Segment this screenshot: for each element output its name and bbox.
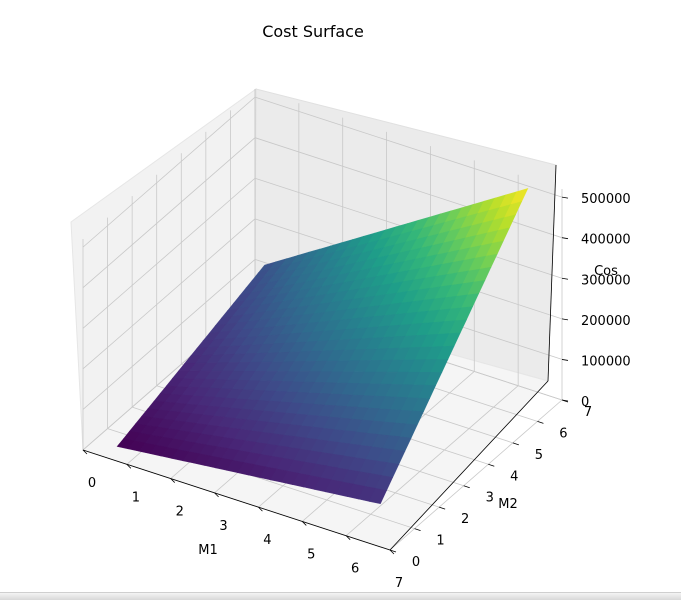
y-tick-label: 7 — [584, 405, 592, 420]
y-tick-label: 6 — [559, 426, 567, 441]
z-gridline — [82, 177, 256, 329]
x-tick-label: 0 — [88, 476, 96, 491]
x-tick-label: 7 — [395, 576, 403, 591]
z-tick — [561, 277, 569, 280]
z-tick — [561, 318, 569, 321]
y-axis-label: M2 — [498, 497, 518, 512]
z-tick — [561, 237, 569, 240]
z-axis-label: Cos — [594, 264, 618, 279]
x-tick-label: 2 — [176, 505, 184, 520]
y-axis-line — [389, 380, 549, 551]
x-tick-label: 6 — [351, 562, 359, 577]
x-axis-line — [82, 449, 391, 551]
y-tick — [488, 463, 495, 467]
z-tick-label: 300000 — [581, 273, 631, 288]
z-tick — [561, 196, 569, 199]
x-gridline — [345, 385, 519, 537]
x-tick — [389, 549, 395, 555]
y-tick-label: 5 — [535, 448, 543, 463]
z-tick-label: 100000 — [581, 354, 631, 369]
x-tick — [170, 478, 175, 483]
x-tick — [345, 535, 351, 540]
x-tick — [258, 506, 263, 512]
z-gridline — [254, 96, 563, 198]
y-tick-label: 3 — [486, 491, 494, 506]
y-tick — [439, 506, 446, 510]
x-tick — [302, 521, 307, 526]
z-tick-label: 200000 — [581, 314, 631, 329]
z-tick — [561, 359, 569, 361]
x-tick-label: 5 — [307, 547, 315, 562]
z-gridline — [82, 259, 256, 410]
z-tick-label: 500000 — [581, 192, 631, 207]
z-gridline — [82, 96, 256, 248]
chart-title: Cost Surface — [262, 22, 364, 41]
x-tick-label: 4 — [263, 533, 271, 548]
z-gridline — [82, 137, 256, 288]
z-tick — [561, 399, 569, 402]
z-tick-label: 400000 — [581, 233, 631, 248]
z-tick-label: 0 — [581, 395, 589, 410]
x-axis-label: M1 — [198, 543, 218, 558]
x-tick-label: 3 — [219, 519, 227, 534]
x-gridline — [389, 399, 563, 551]
y-tick — [463, 485, 470, 489]
surface-patch — [368, 488, 387, 505]
y-tick-label: 1 — [436, 534, 444, 549]
window-bottom-edge — [0, 592, 681, 600]
y-tick — [389, 549, 397, 553]
y-tick-label: 0 — [412, 555, 420, 570]
x-tick — [82, 449, 88, 455]
x-tick — [214, 492, 219, 498]
z-axis-line — [547, 164, 557, 382]
z-gridline — [82, 218, 256, 370]
y-tick — [512, 442, 519, 446]
y-tick-label: 2 — [461, 512, 469, 527]
x-tick-label: 1 — [132, 490, 140, 505]
y-tick — [537, 421, 544, 424]
y-tick — [414, 528, 421, 531]
y-tick-label: 4 — [510, 469, 518, 484]
x-tick — [126, 464, 132, 469]
